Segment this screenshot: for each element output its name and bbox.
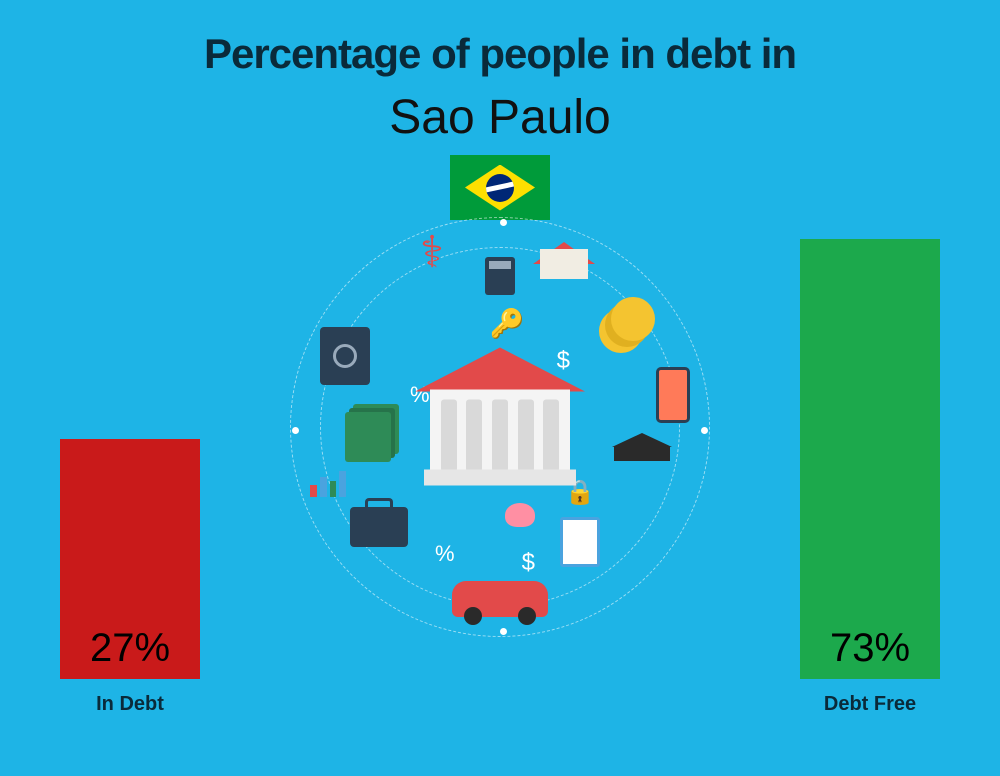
flag-band <box>486 179 514 192</box>
bar-label-in-debt: In Debt <box>96 693 164 716</box>
bank-base <box>424 469 576 485</box>
clipboard-icon <box>560 517 600 567</box>
calculator-icon <box>485 257 515 295</box>
bar-debt-free: 73% Debt Free <box>800 239 940 716</box>
bar-value-in-debt: 27% <box>90 626 170 671</box>
bar-rect-in-debt: 27% <box>60 439 200 679</box>
caduceus-icon: ⚕ <box>420 227 444 278</box>
coins-icon <box>611 297 655 341</box>
bar-rect-debt-free: 73% <box>800 239 940 679</box>
flag-globe <box>486 174 514 202</box>
title-sub: Sao Paulo <box>0 90 1000 145</box>
bank-roof <box>415 347 585 391</box>
graduation-cap-icon <box>614 447 670 461</box>
orbit-dot <box>500 219 507 226</box>
briefcase-icon <box>350 507 408 547</box>
finance-illustration: ⚕ % % 🔑 $ $ 🔒 <box>290 217 710 637</box>
orbit-dot <box>701 427 708 434</box>
cash-stack-icon <box>345 412 391 462</box>
car-icon <box>452 581 548 617</box>
house-icon <box>533 227 595 279</box>
key-icon: 🔑 <box>490 307 525 340</box>
phone-icon <box>656 367 690 423</box>
safe-icon <box>320 327 370 385</box>
dollar-icon: $ <box>522 549 535 577</box>
bank-body <box>430 389 570 471</box>
mini-chart-icon <box>310 467 346 497</box>
piggy-bank-icon <box>505 503 535 527</box>
bank-building-icon <box>420 355 580 485</box>
flag-diamond <box>465 165 535 211</box>
percent-icon: % <box>435 541 455 567</box>
title-main: Percentage of people in debt in <box>0 30 1000 78</box>
orbit-dot <box>500 628 507 635</box>
orbit-dot <box>292 427 299 434</box>
bar-label-debt-free: Debt Free <box>824 693 916 716</box>
bar-in-debt: 27% In Debt <box>60 439 200 716</box>
bar-value-debt-free: 73% <box>830 626 910 671</box>
brazil-flag-icon <box>450 155 550 220</box>
